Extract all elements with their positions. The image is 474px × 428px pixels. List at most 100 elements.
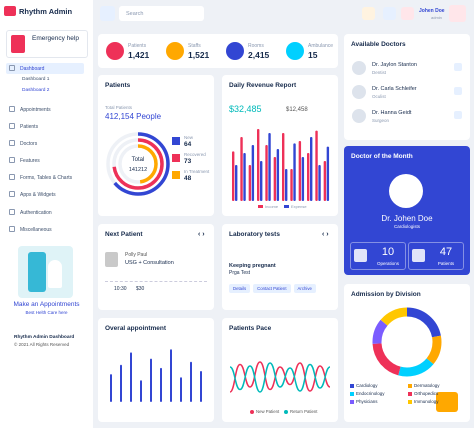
lab-button[interactable]: Contact Patient: [253, 284, 291, 293]
doctor-avatar: [352, 109, 366, 123]
patient-service: USG + Consultation: [125, 260, 174, 266]
notification-icon[interactable]: [383, 7, 396, 20]
lab-button[interactable]: Archive: [293, 284, 316, 293]
card-title: Overal appointment: [105, 325, 167, 332]
stat-icon: [226, 42, 244, 60]
legend-label: Recovered: [184, 152, 206, 157]
bar: [282, 133, 285, 201]
emergency-card[interactable]: Emergency help: [6, 30, 88, 58]
stat-label: Patients: [437, 261, 455, 266]
bar: [150, 358, 152, 402]
stat-value: 2,415: [248, 50, 270, 60]
legend-label: Orthopedics: [414, 391, 439, 396]
legend-swatch: [250, 410, 254, 414]
menu-item[interactable]: Miscellaneous: [9, 226, 52, 233]
doctor-shape: [48, 260, 62, 288]
card-title: Daily Revenue Report: [229, 82, 297, 89]
menu-item[interactable]: Apps & Widgets: [9, 191, 56, 198]
avatar[interactable]: [449, 5, 466, 22]
patient-name: Polly Paul: [125, 252, 148, 258]
divider: [105, 281, 207, 282]
expense-total: $12,458: [286, 107, 308, 113]
nav-arrows[interactable]: ‹ ›: [322, 231, 329, 238]
stat-icon: [286, 42, 304, 60]
doctor-month-card: Doctor of the Month Dr. Johen Doe Cardio…: [344, 146, 470, 275]
settings-fab[interactable]: [436, 392, 458, 412]
footer-copy: © 2021 All Rights Reserved: [14, 342, 70, 347]
menu-item[interactable]: Forms, Tables & Charts: [9, 174, 72, 181]
legend-swatch: [172, 137, 180, 145]
promo-text: Best Helth Care here: [25, 310, 68, 315]
bar: [307, 153, 310, 201]
card-title: Admission by Division: [351, 291, 421, 298]
promo-title[interactable]: Make an Appointments: [13, 301, 80, 308]
donut-segment: [372, 307, 442, 377]
legend-swatch: [350, 400, 354, 404]
bar: [232, 151, 235, 201]
legend-label: Endocrinology: [356, 391, 385, 396]
menu-item[interactable]: Appointments: [9, 106, 51, 113]
more-button[interactable]: [454, 87, 462, 95]
bar: [310, 137, 313, 201]
bar: [200, 371, 202, 402]
bar: [301, 157, 305, 201]
doctor-name[interactable]: Dr. Hanna Geidt: [372, 110, 412, 116]
bar: [120, 364, 122, 402]
settings-icon[interactable]: [401, 7, 414, 20]
emergency-icon: [11, 35, 25, 53]
doctor-name[interactable]: Dr. Carla Schleifer: [372, 86, 417, 92]
menu-item[interactable]: Doctors: [9, 140, 37, 147]
legend-swatch: [408, 400, 412, 404]
menu-button[interactable]: [100, 6, 115, 21]
submenu-item[interactable]: Dashboard 2: [22, 88, 50, 93]
stat-icon: [166, 42, 184, 60]
stat-label: Ambulance: [308, 43, 334, 49]
pace-line: [229, 362, 331, 393]
submenu-item[interactable]: Dashboard 1: [22, 77, 50, 82]
logo-icon: [4, 6, 16, 16]
lab-button[interactable]: Details: [229, 284, 251, 293]
nav-arrows[interactable]: ‹ ›: [198, 231, 205, 238]
bar: [140, 380, 142, 402]
bar: [260, 161, 263, 201]
legend-label: In Treatment: [184, 169, 210, 174]
card-title: Available Doctors: [351, 41, 406, 48]
card-title: Patients: [105, 82, 131, 89]
menu-item[interactable]: Patients: [9, 123, 38, 130]
legend-value: 73: [184, 158, 192, 165]
card-title: Laboratory tests: [229, 231, 280, 238]
menu-item[interactable]: Features: [9, 157, 40, 164]
legend-swatch: [284, 205, 289, 208]
doctor-avatar: [352, 61, 366, 75]
legend-swatch: [172, 154, 180, 162]
stat-icon: [354, 249, 367, 262]
bar: [276, 149, 280, 201]
doctor-name[interactable]: Dr. Jaylon Stanton: [372, 62, 417, 68]
bar: [180, 377, 182, 402]
stat-value: 47: [439, 246, 453, 258]
test-type: Prga Test: [229, 270, 251, 276]
income-total: $32,485: [229, 104, 262, 114]
doctor-avatar: [352, 85, 366, 99]
bar: [257, 129, 260, 201]
donut-segment: [372, 307, 442, 377]
stat-box: [350, 242, 406, 270]
doctor-name: Dr. Johen Doe: [381, 214, 433, 223]
fullscreen-icon[interactable]: [362, 7, 375, 20]
legend-swatch: [408, 392, 412, 396]
card-title: Next Patient: [105, 231, 143, 238]
legend-swatch: [350, 392, 354, 396]
bar: [273, 157, 277, 201]
bar: [248, 165, 252, 201]
patient-time: 10:30: [114, 286, 127, 292]
donut-segment: [372, 307, 442, 377]
stat-icon: [412, 249, 425, 262]
menu-item[interactable]: Dashboard: [9, 65, 44, 72]
more-button[interactable]: [454, 111, 462, 119]
stat-label: Operations: [376, 261, 399, 266]
phone-shape: [28, 252, 46, 292]
bar: [240, 137, 243, 201]
more-button[interactable]: [454, 63, 462, 71]
search-box[interactable]: Search: [119, 6, 204, 21]
menu-item[interactable]: Authentication: [9, 209, 52, 216]
